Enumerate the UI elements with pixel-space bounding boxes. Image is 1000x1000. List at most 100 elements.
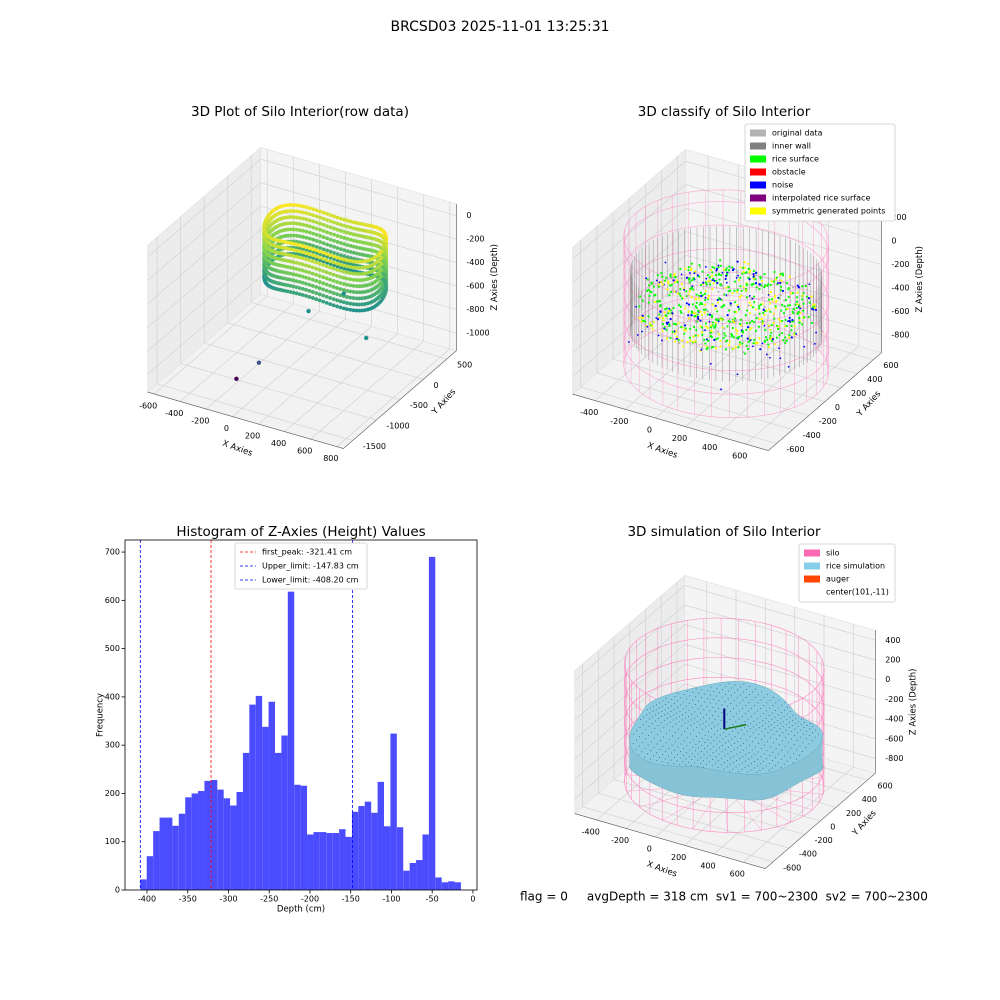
surface-dot [713,739,715,741]
x-tick-label: -600 [139,401,157,410]
point [703,292,707,295]
point [698,297,701,300]
surface-dot [779,728,781,730]
point [669,275,672,278]
point [706,346,709,349]
surface-dot [725,729,727,731]
point [357,308,362,313]
surface-dot [709,710,711,712]
legend-label: inner wall [772,142,811,151]
surface-dot [742,749,744,751]
surface-dot [789,722,791,724]
auger-arm [724,723,747,730]
point [321,250,326,255]
point [748,271,751,274]
surface-dot [691,752,693,754]
surface-dot [723,762,725,764]
point [699,266,702,269]
surface-dot [670,759,672,761]
surface-dot [725,742,727,744]
point [348,231,353,236]
point [697,317,700,320]
surface-dot [646,714,648,716]
point [304,245,308,249]
surface-dot [722,738,724,740]
surface-dot [732,715,734,717]
point [294,221,299,226]
point [653,300,657,303]
point [297,249,302,254]
point [310,271,315,276]
point [669,309,672,312]
point [713,338,716,341]
point [678,292,681,295]
surface-dot [712,706,714,708]
point [719,345,722,348]
point [314,238,319,243]
point [784,318,787,322]
surface-dot [690,765,692,767]
outlier-point [341,291,346,296]
noise-point [803,345,806,348]
point [755,317,758,320]
surface-dot [741,723,743,725]
surface-dot [657,718,659,720]
bar [332,833,340,890]
surface-dot [655,760,657,762]
point [321,263,326,267]
point [321,223,326,227]
surface-dot [711,728,713,730]
grid-line [743,624,854,863]
surface-dot [766,750,768,752]
point [291,284,296,289]
point [324,252,329,256]
point [294,242,299,247]
surface-dot [663,727,665,729]
point [332,220,336,225]
point [768,308,771,311]
surface-dot [685,705,687,707]
surface-dot [705,726,707,728]
point [767,346,771,349]
point [341,306,346,311]
surface-dot [812,732,814,734]
point [328,253,333,258]
surface-dot [694,711,696,713]
x-tick-label: 600 [732,452,747,461]
point [646,278,649,281]
point [321,241,326,246]
noise-point [786,320,789,323]
point [695,293,698,296]
point [774,305,777,308]
point [357,278,362,282]
grid-line [147,252,457,352]
surface-dot [774,710,776,712]
surface-dot [755,688,757,690]
point [781,289,785,293]
point [677,338,680,342]
surface-dot [742,707,744,709]
surface-dot [741,715,743,717]
bar [441,882,449,890]
point [774,278,777,281]
surface-dot [800,729,802,731]
point [351,290,356,294]
surface-dot [768,770,770,772]
point [752,269,755,273]
surface-dot [703,709,705,711]
point [702,308,705,311]
surface-dot [673,756,675,758]
point [687,269,690,272]
point [324,300,329,305]
point [748,301,751,304]
point [307,206,312,211]
surface-dot [712,698,714,700]
surface-dot [758,733,760,735]
bar [396,827,404,890]
point [723,293,726,296]
point [807,315,810,319]
point [727,343,731,347]
point [354,290,359,295]
point [311,219,316,224]
point [298,209,302,214]
